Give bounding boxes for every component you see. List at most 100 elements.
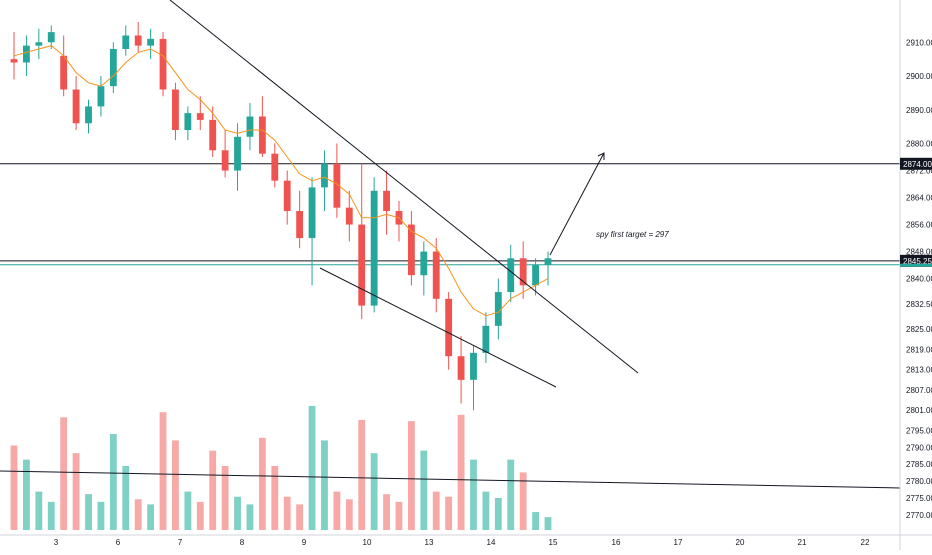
time-tick-label: 22	[861, 538, 870, 547]
upper-trendline	[169, 0, 639, 374]
candle-body	[333, 163, 341, 208]
candle-body	[221, 150, 229, 171]
volume-bar	[494, 498, 502, 530]
time-tick-label: 6	[116, 538, 121, 547]
candle-body	[209, 119, 217, 151]
volume-bar	[345, 499, 353, 530]
volume-bar	[395, 501, 403, 530]
volume-bar	[470, 459, 477, 530]
time-tick-label: 10	[363, 538, 372, 547]
price-tag-label: 2874.00	[903, 160, 932, 169]
price-tick-label: 2790.00	[906, 443, 932, 452]
volume-bar	[457, 414, 465, 530]
price-tick-label: 2801.00	[906, 406, 932, 415]
volume-bar	[85, 494, 92, 530]
price-tick-label: 2856.00	[906, 221, 932, 230]
candle-body	[72, 89, 80, 124]
price-tick-label: 2807.00	[906, 386, 932, 395]
price-tick-label: 2880.00	[906, 140, 932, 149]
candle-body	[122, 35, 130, 50]
volume-bar	[196, 501, 204, 530]
candle-body	[47, 32, 55, 43]
time-tick-label: 7	[178, 538, 183, 547]
volume-bar	[519, 472, 527, 530]
target-arrow	[549, 152, 605, 256]
volume-bar	[159, 412, 167, 530]
candle-body	[494, 292, 502, 326]
volume-bar	[358, 419, 366, 530]
volume-bar	[72, 453, 80, 530]
volume-bar	[296, 504, 304, 530]
annotation-text: spy first target = 297	[596, 230, 669, 239]
price-tick-label: 2910.00	[906, 38, 932, 47]
candlesticks	[10, 22, 552, 411]
price-tick-label: 2813.00	[906, 366, 932, 375]
candle-body	[470, 352, 477, 380]
lower-trendline	[319, 267, 557, 388]
last-price-tag	[900, 263, 932, 267]
time-tick-label: 9	[302, 538, 307, 547]
candle-body	[519, 258, 527, 286]
volume-bar	[544, 517, 552, 530]
volume-bar	[420, 450, 428, 530]
volume-bar	[507, 459, 515, 530]
volume-bar	[221, 466, 229, 530]
time-tick-label: 8	[240, 538, 245, 547]
volume-bar	[258, 437, 266, 530]
volume-bar	[532, 512, 539, 530]
volume-bar	[47, 501, 55, 530]
price-tick-label: 2832.50	[906, 300, 932, 309]
volume-trendline	[0, 470, 901, 489]
candle-body	[383, 190, 390, 212]
candle-body	[432, 251, 440, 299]
volume-bar	[246, 504, 254, 530]
volume-bar	[97, 501, 105, 530]
volume-bar	[407, 421, 415, 530]
candle-body	[271, 153, 279, 181]
candle-body	[23, 45, 30, 63]
price-tick-label: 2900.00	[906, 72, 932, 81]
price-tick-label: 2819.00	[906, 345, 932, 354]
volume-bar	[308, 405, 316, 530]
volume-bar	[445, 496, 453, 530]
volume-bar	[482, 491, 490, 530]
price-tags: 2874.00 2845.25	[900, 157, 932, 267]
time-tick-label: 16	[612, 538, 621, 547]
volume-bar	[23, 459, 30, 530]
candle-body	[196, 113, 204, 120]
volume-bar	[172, 440, 179, 530]
time-tick-label: 17	[674, 538, 683, 547]
price-tick-label: 2775.00	[906, 494, 932, 503]
price-axis[interactable]: 2910.00 2900.00 2890.00 2880.00 2872.00 2864.…	[899, 0, 932, 550]
volume-bar	[271, 466, 279, 530]
candle-body	[544, 258, 552, 266]
price-tick-label: 2785.00	[906, 460, 932, 469]
time-tick-label: 20	[736, 538, 745, 547]
moving-average-line	[13, 45, 549, 317]
volume-bar	[432, 491, 440, 530]
volume-bar	[184, 491, 192, 530]
volume-bar	[321, 440, 328, 530]
volume-bar	[35, 491, 43, 530]
candle-body	[370, 190, 378, 306]
candle-body	[345, 207, 353, 225]
price-tag-label: 2845.25	[903, 257, 932, 266]
volume-bar	[283, 496, 291, 530]
candle-body	[407, 224, 415, 276]
volume-bar	[234, 496, 241, 530]
price-tick-label: 2780.00	[906, 477, 932, 486]
price-tick-label: 2872.00	[906, 167, 932, 176]
candle-body	[60, 55, 68, 90]
candle-body	[420, 251, 428, 276]
candle-body	[296, 211, 304, 239]
price-tick-label: 2848.00	[906, 248, 932, 257]
candle-body	[147, 38, 155, 46]
candle-body	[482, 325, 490, 353]
time-axis[interactable]: 3 6 7 8 9 10 13 14 15 16 17 20 21 22	[0, 534, 932, 547]
candle-body	[109, 49, 117, 87]
arrow-head	[597, 152, 605, 160]
candle-body	[246, 116, 254, 137]
candle-body	[159, 38, 167, 90]
